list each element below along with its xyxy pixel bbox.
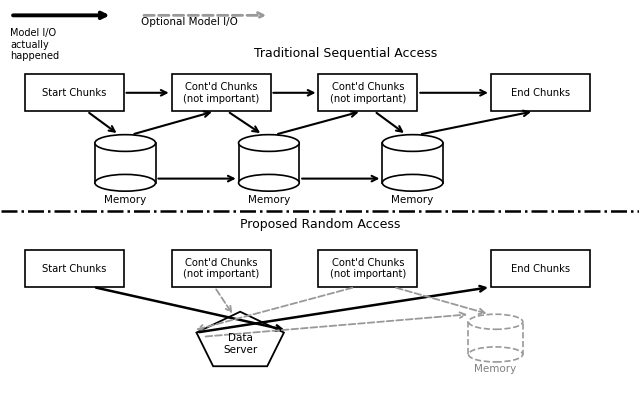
Bar bbox=[172, 74, 271, 111]
Bar bbox=[382, 143, 443, 183]
Text: Model I/O
actually
happened: Model I/O actually happened bbox=[10, 28, 60, 61]
Bar bbox=[172, 250, 271, 287]
Bar bbox=[491, 250, 590, 287]
Text: Cont'd Chunks
(not important): Cont'd Chunks (not important) bbox=[330, 258, 406, 279]
Text: Memory: Memory bbox=[392, 194, 434, 205]
Bar bbox=[319, 250, 417, 287]
Text: Memory: Memory bbox=[104, 194, 147, 205]
Ellipse shape bbox=[468, 347, 523, 362]
Text: Proposed Random Access: Proposed Random Access bbox=[240, 218, 400, 231]
Polygon shape bbox=[196, 312, 284, 366]
Bar bbox=[319, 74, 417, 111]
Text: Data
Server: Data Server bbox=[223, 333, 257, 355]
Text: Traditional Sequential Access: Traditional Sequential Access bbox=[254, 47, 437, 60]
Ellipse shape bbox=[95, 174, 156, 191]
Text: Cont'd Chunks
(not important): Cont'd Chunks (not important) bbox=[183, 258, 259, 279]
Bar bbox=[25, 74, 124, 111]
Text: Memory: Memory bbox=[248, 194, 290, 205]
Text: Cont'd Chunks
(not important): Cont'd Chunks (not important) bbox=[183, 82, 259, 104]
Ellipse shape bbox=[239, 174, 300, 191]
Ellipse shape bbox=[95, 135, 156, 151]
Text: Memory: Memory bbox=[474, 364, 516, 374]
Bar bbox=[239, 143, 300, 183]
Text: Optional Model I/O: Optional Model I/O bbox=[141, 17, 238, 26]
Bar bbox=[491, 74, 590, 111]
Ellipse shape bbox=[239, 135, 300, 151]
Bar bbox=[468, 322, 523, 354]
Ellipse shape bbox=[382, 174, 443, 191]
Ellipse shape bbox=[382, 135, 443, 151]
Bar bbox=[25, 250, 124, 287]
Text: Start Chunks: Start Chunks bbox=[42, 264, 106, 273]
Text: End Chunks: End Chunks bbox=[511, 264, 570, 273]
Text: End Chunks: End Chunks bbox=[511, 88, 570, 98]
Text: Cont'd Chunks
(not important): Cont'd Chunks (not important) bbox=[330, 82, 406, 104]
Ellipse shape bbox=[468, 314, 523, 329]
Bar bbox=[95, 143, 156, 183]
Text: Start Chunks: Start Chunks bbox=[42, 88, 106, 98]
